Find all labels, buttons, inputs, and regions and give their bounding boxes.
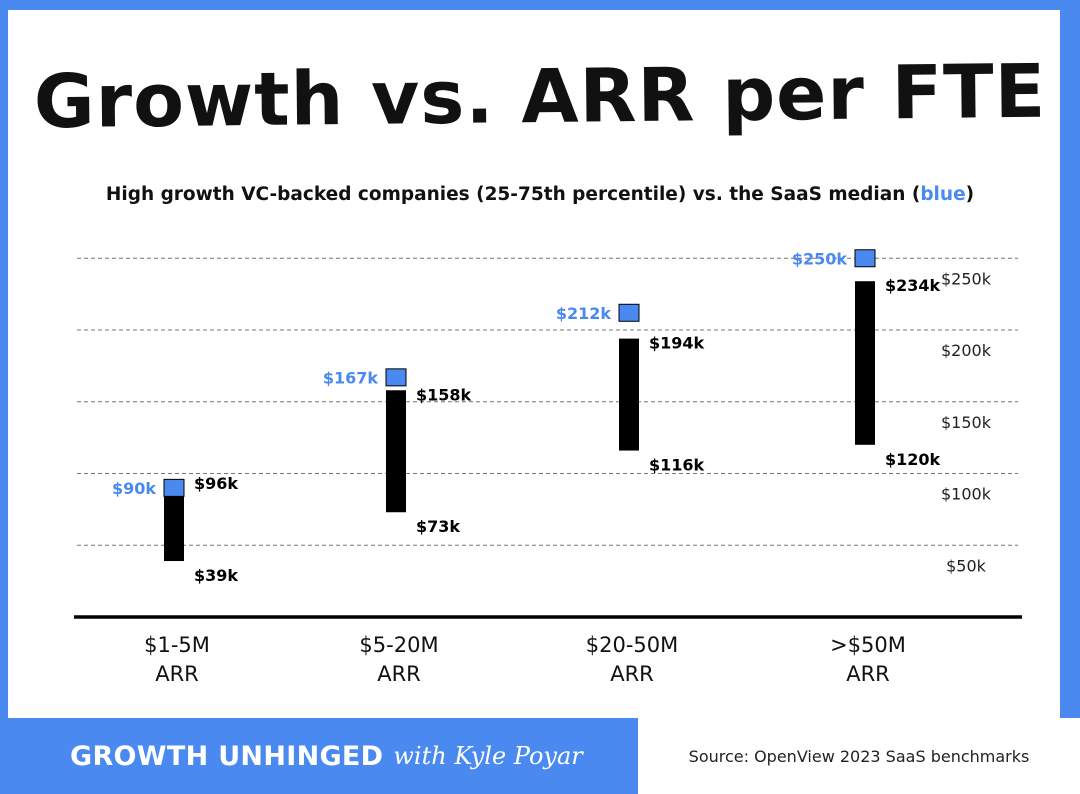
low-label: $116k (649, 456, 705, 475)
y-tick-label: $250k (941, 269, 992, 288)
source-note: Source: OpenView 2023 SaaS benchmarks (688, 746, 1030, 766)
subtitle-main: High growth VC-backed companies (25-75th… (105, 184, 921, 205)
range-bar (164, 479, 184, 562)
low-label: $73k (416, 517, 460, 536)
median-label: $212k (556, 304, 612, 323)
category-label: ARR (377, 662, 421, 686)
y-tick-label: $50k (946, 556, 987, 575)
range-bar (855, 281, 875, 445)
chart-card (8, 10, 1060, 718)
high-label: $158k (416, 385, 472, 404)
high-label: $96k (194, 474, 238, 493)
subtitle-end: ) (965, 184, 975, 205)
category-label: $1-5M (144, 633, 210, 657)
median-marker (618, 303, 640, 322)
median-marker (385, 368, 407, 387)
median-label: $250k (792, 249, 848, 268)
low-label: $39k (194, 566, 238, 585)
category-label: ARR (846, 662, 890, 686)
footer-source-box: Source: OpenView 2023 SaaS benchmarks (638, 718, 1080, 794)
y-tick-label: $150k (941, 413, 992, 432)
category-label: ARR (610, 662, 654, 686)
high-label: $234k (885, 276, 941, 295)
median-marker (163, 478, 185, 497)
median-marker (854, 249, 876, 268)
category-label: >$50M (830, 633, 906, 657)
chart-subtitle: High growth VC-backed companies (25-75th… (0, 184, 1080, 205)
category-label: ARR (155, 662, 199, 686)
brand-byline: with Kyle Poyar (393, 742, 583, 770)
low-label: $120k (885, 450, 941, 469)
median-label: $90k (112, 479, 156, 498)
range-bar (619, 338, 639, 451)
high-label: $194k (649, 334, 705, 353)
range-chart: $50k $100k $150k $200k $250k $90k $96k $39k $1-5… (74, 249, 1022, 686)
brand-name: GROWTH UNHINGED (70, 740, 384, 772)
median-label: $167k (323, 368, 379, 387)
footer-brand-bar: GROWTH UNHINGED with Kyle Poyar (0, 718, 638, 794)
subtitle-blue: blue (920, 184, 966, 205)
category-label: $5-20M (359, 633, 438, 657)
y-tick-label: $100k (941, 485, 992, 504)
category-label: $20-50M (586, 633, 679, 657)
y-tick-label: $200k (941, 341, 992, 360)
range-bar (386, 390, 406, 513)
